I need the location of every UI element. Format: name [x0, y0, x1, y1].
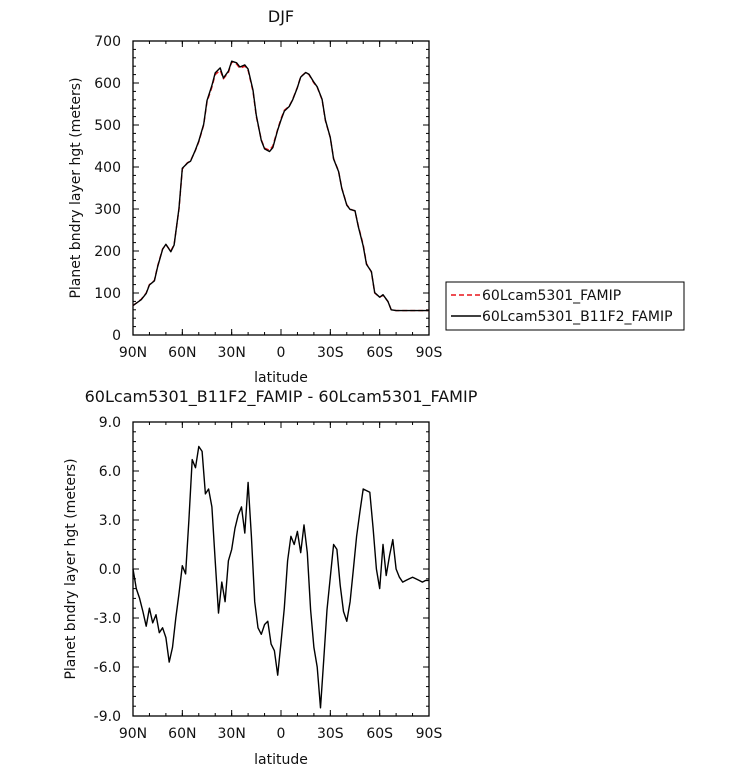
top-y-axis-label: Planet bndry layer hgt (meters) [68, 77, 84, 298]
top-y-tick-label: 100 [94, 286, 121, 302]
top-x-tick-label: 90N [119, 345, 147, 361]
bottom-x-tick-label: 90N [119, 726, 147, 742]
bottom-series-line-0 [132, 445, 429, 709]
top-series-line-0 [132, 61, 429, 312]
top-x-axis-label: latitude [254, 370, 308, 386]
top-y-tick-label: 300 [94, 202, 121, 218]
top-x-tick-label: 60S [366, 345, 393, 361]
top-x-tick-label: 0 [277, 345, 286, 361]
top-series-group [132, 60, 429, 312]
bottom-y-tick-label: -3.0 [94, 611, 121, 627]
top-x-tick-label: 30N [218, 345, 246, 361]
legend-box [445, 281, 685, 331]
top-y-tick-label: 400 [94, 160, 121, 176]
top-chart-panel: DJF 90N 60N 30N 0 30S 60S 90S 0 100 200 300 400 500 6… [68, 7, 685, 386]
top-x-tick-label: 60N [168, 345, 196, 361]
bottom-x-tick-label: 90S [416, 726, 443, 742]
bottom-y-tick-label: -9.0 [94, 709, 121, 725]
bottom-y-tick-label: -6.0 [94, 660, 121, 676]
bottom-series-group [132, 445, 429, 709]
bottom-x-tick-label: 0 [277, 726, 286, 742]
top-x-tick-label: 90S [416, 345, 443, 361]
bottom-x-tick-label: 30S [317, 726, 344, 742]
top-y-tick-label: 0 [112, 328, 121, 344]
top-y-tick-label: 500 [94, 118, 121, 134]
bottom-y-tick-label: 0.0 [99, 562, 121, 578]
legend-label-famip: 60Lcam5301_FAMIP [482, 288, 621, 304]
top-chart-title: DJF [268, 7, 294, 26]
bottom-plot-frame [132, 421, 430, 717]
top-y-tick-label: 200 [94, 244, 121, 260]
bottom-x-axis-label: latitude [254, 752, 308, 768]
top-y-tick-label: 600 [94, 76, 121, 92]
bottom-x-tick-label: 60N [168, 726, 196, 742]
top-plot-frame [132, 40, 430, 336]
top-axis-ticks: 90N 60N 30N 0 30S 60S 90S 0 100 200 300 400 500 600 70… [94, 34, 442, 361]
bottom-chart-title: 60Lcam5301_B11F2_FAMIP - 60Lcam5301_FAMI… [85, 387, 478, 407]
bottom-y-tick-label: 9.0 [99, 415, 121, 431]
bottom-y-axis-label: Planet bndry layer hgt (meters) [63, 458, 79, 679]
bottom-y-tick-label: 6.0 [99, 464, 121, 480]
bottom-x-tick-label: 30N [218, 726, 246, 742]
bottom-chart-panel: 60Lcam5301_B11F2_FAMIP - 60Lcam5301_FAMI… [63, 387, 478, 768]
top-y-tick-label: 700 [94, 34, 121, 50]
bottom-axis-ticks: 90N 60N 30N 0 30S 60S 90S -9.0 -6.0 -3.0 0.0 3.0 6.0… [94, 415, 443, 742]
bottom-y-tick-label: 3.0 [99, 513, 121, 529]
legend-label-b11f2: 60Lcam5301_B11F2_FAMIP [482, 309, 673, 325]
legend: 60Lcam5301_FAMIP 60Lcam5301_B11F2_FAMIP [445, 281, 685, 331]
top-series-line-1 [132, 60, 429, 312]
top-x-tick-label: 30S [317, 345, 344, 361]
bottom-x-tick-label: 60S [366, 726, 393, 742]
